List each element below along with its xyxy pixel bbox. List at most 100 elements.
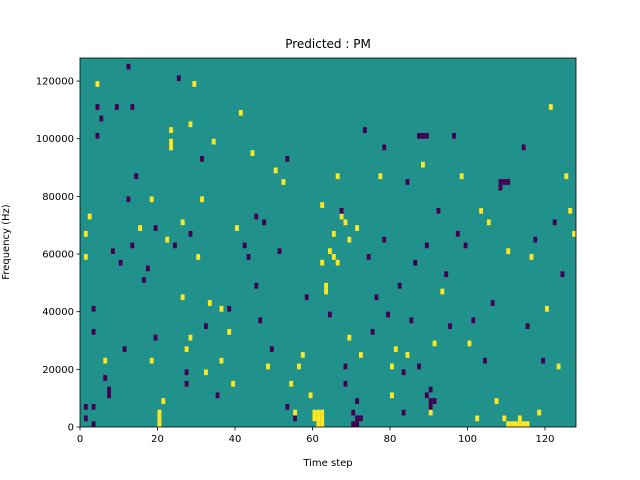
heatmap-cell [409, 317, 414, 324]
heatmap-cell [351, 421, 356, 427]
heatmap-cell [103, 375, 108, 381]
heatmap-cell [506, 179, 511, 185]
heatmap-cell [289, 380, 294, 387]
heatmap-cell [506, 248, 511, 255]
heatmap-cell [227, 305, 232, 312]
heatmap-cell [405, 352, 410, 358]
heatmap-cell [490, 300, 495, 306]
heatmap-cell [91, 403, 96, 410]
heatmap-cell [370, 328, 375, 335]
x-tick-label: 20 [151, 434, 164, 445]
heatmap-cell [390, 363, 394, 370]
heatmap-cell [91, 328, 96, 335]
heatmap-cell [355, 415, 360, 422]
heatmap-cell [126, 63, 131, 70]
heatmap-cell [235, 225, 239, 231]
heatmap-cell [343, 363, 348, 370]
heatmap-cell [479, 207, 484, 214]
heatmap-cell [204, 369, 208, 376]
heatmap-cell [525, 421, 530, 427]
heatmap-cell [564, 173, 569, 180]
heatmap-cell [390, 392, 394, 399]
heatmap-cell [297, 363, 301, 370]
heatmap-cell [173, 242, 177, 249]
heatmap-cell [448, 323, 453, 329]
heatmap-cell [312, 409, 317, 416]
x-tick-label: 0 [77, 434, 83, 445]
heatmap-cell [351, 409, 356, 416]
heatmap-cell [169, 144, 174, 151]
heatmap-cell [455, 230, 460, 237]
heatmap-cell [153, 225, 158, 231]
heatmap-cell [107, 392, 112, 399]
heatmap-cell [355, 225, 360, 231]
heatmap-cell [312, 415, 317, 422]
heatmap-cell [366, 254, 371, 260]
heatmap-cell [91, 421, 96, 427]
heatmap-cell [83, 415, 88, 422]
heatmap-cell [184, 369, 189, 376]
heatmap-cell [281, 179, 286, 185]
plot-frame [79, 57, 577, 428]
heatmap-cell [126, 196, 131, 203]
heatmap-cell [87, 213, 92, 220]
heatmap-cell [521, 421, 526, 427]
heatmap-cell [169, 138, 174, 145]
heatmap-cell [207, 300, 212, 306]
heatmap-cell [432, 398, 437, 404]
heatmap-cell [320, 259, 325, 266]
heatmap-cell [355, 421, 360, 427]
heatmap-cell [308, 392, 313, 399]
heatmap-cell [424, 242, 429, 249]
heatmap-cell [475, 415, 480, 422]
heatmap-cell [452, 132, 456, 139]
heatmap-cell [483, 357, 487, 364]
heatmap-cell [424, 392, 429, 399]
heatmap-cell [266, 363, 270, 370]
heatmap-cell [421, 132, 425, 139]
heatmap-cell [320, 415, 325, 422]
heatmap-cell [107, 386, 112, 393]
heatmap-cell [347, 236, 352, 243]
heatmap-cell [145, 265, 150, 272]
y-tick-label: 80000 [42, 192, 74, 203]
heatmap-cell [204, 323, 208, 329]
heatmap-cell [169, 127, 174, 133]
heatmap-cell [382, 236, 387, 243]
heatmap-cell [362, 127, 367, 133]
heatmap-cell [192, 81, 197, 87]
heatmap-cell [149, 196, 154, 203]
heatmap-cell [498, 179, 503, 185]
heatmap-cell [316, 421, 321, 427]
heatmap-cell [161, 398, 166, 404]
heatmap-cell [157, 421, 162, 427]
y-tick-label: 0 [68, 423, 74, 434]
heatmap-cell [134, 173, 139, 180]
heatmap-cell [463, 242, 468, 249]
heatmap-cell [428, 409, 433, 416]
heatmap-cell [568, 207, 573, 214]
heatmap-cell [293, 409, 298, 416]
y-tick-label: 100000 [36, 134, 74, 145]
heatmap-cell [316, 415, 321, 422]
heatmap-cell [537, 409, 542, 416]
heatmap-cell [149, 357, 154, 364]
heatmap-cell [386, 311, 391, 318]
heatmap-cell [533, 236, 538, 243]
heatmap-cell [432, 340, 437, 347]
heatmap-cell [397, 282, 402, 289]
heatmap-cell [188, 121, 193, 128]
y-tick-label: 60000 [42, 250, 74, 261]
heatmap-cell [359, 352, 363, 358]
heatmap-cell [83, 230, 88, 237]
heatmap-cell [200, 196, 205, 203]
heatmap-cell [176, 75, 181, 82]
heatmap-cell [413, 259, 418, 266]
heatmap-cell [285, 403, 290, 410]
x-tick-label: 80 [384, 434, 397, 445]
heatmap-cell [467, 340, 472, 347]
heatmap-cell [401, 409, 406, 416]
heatmap-cell [180, 294, 185, 301]
heatmap-cell [328, 248, 332, 255]
